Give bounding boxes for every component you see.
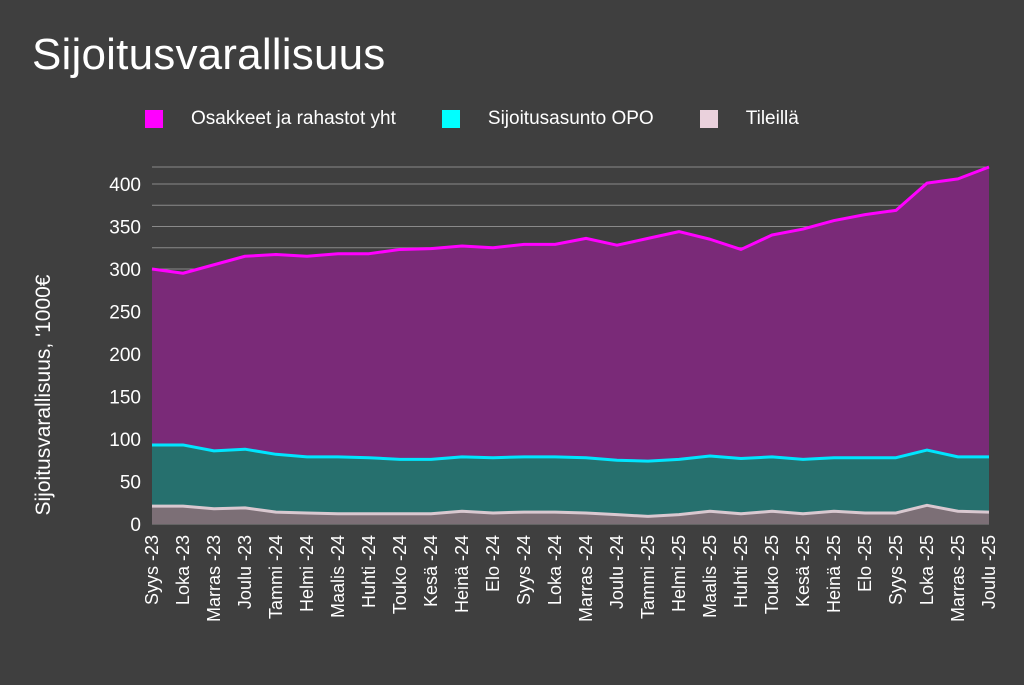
x-tick-label: Helmi -24 [297, 535, 317, 612]
legend-item-tileilla[interactable]: Tileillä [699, 108, 799, 130]
x-tick-label: Joulu -24 [607, 535, 627, 609]
legend-swatch-tileilla [699, 110, 718, 128]
y-tick-label: 50 [120, 473, 141, 494]
x-tick-label: Syys -24 [514, 535, 534, 605]
x-tick-label: Maalis -24 [328, 535, 348, 618]
y-tick-label: 150 [109, 388, 141, 409]
area-layer [152, 167, 989, 524]
legend-label-tileilla: Tileillä [745, 108, 799, 129]
y-tick-label: 100 [109, 430, 141, 451]
x-tick-label: Huhti -24 [359, 535, 379, 608]
line-sijoitusasunto [152, 443, 989, 463]
legend-swatch-sijoitusasunto [441, 110, 460, 128]
chart-title: Sijoitusvarallisuus [32, 30, 386, 79]
legend-label-sijoitusasunto: Sijoitusasunto OPO [487, 108, 654, 129]
y-tick-label: 0 [130, 515, 141, 536]
area-sijoitusasunto [152, 444, 989, 524]
y-tick-label: 400 [109, 175, 141, 196]
x-tick-label: Heinä -25 [824, 535, 844, 613]
line-layer [151, 165, 990, 518]
x-tick-label: Syys -25 [886, 535, 906, 605]
x-tick-label: Heinä -24 [452, 535, 472, 613]
legend-item-osakkeet[interactable]: Osakkeet ja rahastot yht [145, 108, 396, 130]
x-tick-label: Tammi -25 [638, 535, 658, 619]
y-tick-label: 200 [109, 345, 141, 366]
x-tick-label: Tammi -24 [266, 535, 286, 619]
legend-label-osakkeet: Osakkeet ja rahastot yht [191, 108, 396, 129]
legend: Osakkeet ja rahastot yht Sijoitusasunto … [145, 108, 845, 130]
x-tick-label: Elo -25 [855, 535, 875, 592]
x-tick-label: Kesä -25 [793, 535, 813, 607]
line-tileilla [152, 503, 990, 518]
y-tick-label: 350 [109, 218, 141, 239]
y-tick-labels: 0 50 100 150 200 250 300 350 400 [109, 175, 141, 536]
x-tick-label: Joulu -23 [235, 535, 255, 609]
line-osakkeet [151, 165, 990, 275]
x-tick-label: Touko -24 [390, 535, 410, 614]
x-tick-label: Elo -24 [483, 535, 503, 592]
x-tick-label: Kesä -24 [421, 535, 441, 607]
x-tick-label: Marras -25 [948, 535, 968, 622]
x-tick-label: Loka -23 [173, 535, 193, 605]
x-tick-label: Syys -23 [142, 535, 162, 605]
legend-item-sijoitusasunto[interactable]: Sijoitusasunto OPO [441, 108, 654, 130]
x-tick-label: Loka -25 [917, 535, 937, 605]
x-tick-label: Marras -24 [576, 535, 596, 622]
legend-swatch-osakkeet [145, 110, 163, 128]
x-tick-labels: Syys -23 Loka -23 Marras -23 Joulu -23 Tammi… [142, 535, 999, 622]
x-tick-label: Touko -25 [762, 535, 782, 614]
x-tick-label: Helmi -25 [669, 535, 689, 612]
y-tick-label: 300 [109, 260, 141, 281]
area-osakkeet [152, 167, 989, 524]
x-tick-label: Huhti -25 [731, 535, 751, 608]
x-tick-label: Marras -23 [204, 535, 224, 622]
y-tick-label: 250 [109, 303, 141, 324]
x-tick-label: Loka -24 [545, 535, 565, 605]
area-tileilla [152, 505, 989, 524]
x-tick-label: Maalis -25 [700, 535, 720, 618]
x-tick-label: Joulu -25 [979, 535, 999, 609]
